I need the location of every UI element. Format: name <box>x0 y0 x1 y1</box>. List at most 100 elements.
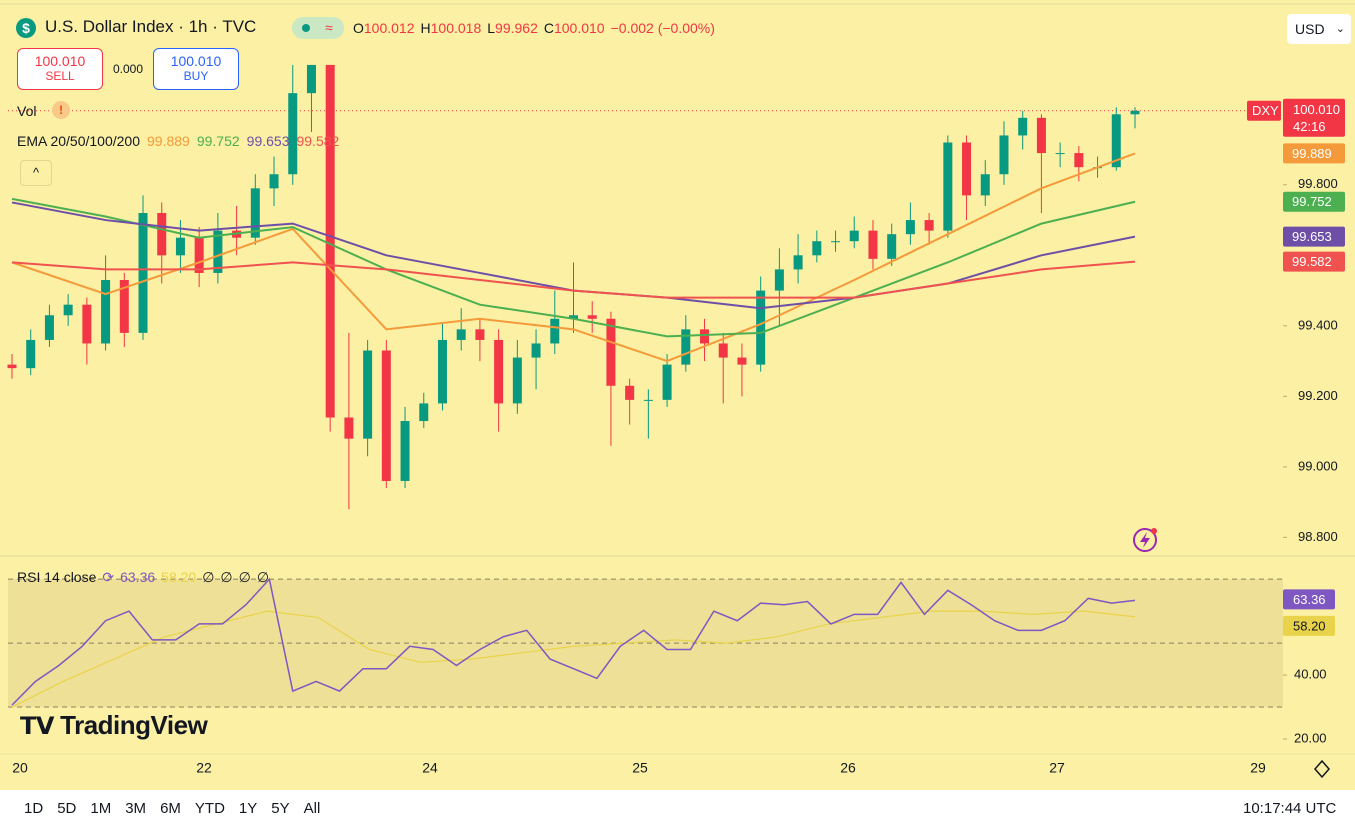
candle-body <box>456 329 466 340</box>
alert-dot <box>1151 528 1157 534</box>
ema-legend: EMA 20/50/100/200 99.889 99.752 99.653 99.58… <box>17 133 346 149</box>
last-price-label: 100.010 <box>1293 102 1340 117</box>
candle-body <box>531 343 541 358</box>
candle-body <box>363 350 373 439</box>
brand-name: TradingView <box>60 710 208 740</box>
range-button[interactable]: All <box>303 800 321 817</box>
ema-value: 99.752 <box>196 133 240 149</box>
rsi-legend: RSI 14 close ⟳ 63.36 58.20 ∅ ∅ ∅ ∅ <box>17 569 275 586</box>
candle-body <box>831 241 841 243</box>
x-tick-label: 29 <box>1250 760 1266 776</box>
candle-body <box>381 350 391 481</box>
x-tick-label: 22 <box>196 760 212 776</box>
ohlc-value: 100.012 <box>363 20 415 36</box>
candle-body <box>213 230 223 273</box>
candle-body <box>344 417 354 439</box>
rsi-label: RSI 14 close <box>17 569 97 585</box>
candle-body <box>82 304 92 344</box>
candle-body <box>887 234 897 259</box>
candle-body <box>681 329 691 365</box>
ema-price-box <box>1283 143 1345 164</box>
candle-body <box>943 142 953 231</box>
status-icons: ≈ <box>302 20 333 36</box>
rsi-line <box>11 610 1136 708</box>
candle-body <box>737 357 747 365</box>
range-button[interactable]: 6M <box>160 800 181 817</box>
rsi-extra: ∅ <box>202 569 215 585</box>
countdown: 42:16 <box>1293 119 1326 134</box>
ohlc-value: 100.018 <box>430 20 482 36</box>
buy-label: BUY <box>183 69 209 83</box>
x-tick-label: 25 <box>632 760 648 776</box>
ema-price-label: 99.582 <box>1292 254 1332 269</box>
range-buttons: 1D 5D 1M 3M 6M YTD 1Y 5Y All <box>24 800 334 817</box>
candle-body <box>288 93 298 175</box>
footer-bar <box>0 790 1355 818</box>
symbol-box <box>1247 100 1281 121</box>
ohlc-change: −0.002 (−0.00%) <box>610 20 715 36</box>
market-status[interactable]: ≈ <box>292 17 344 39</box>
y-tick-label: 99.800 <box>1298 176 1338 191</box>
settings-icon[interactable] <box>1314 759 1330 779</box>
ema-value: 99.582 <box>296 133 340 149</box>
candle-body <box>774 269 784 291</box>
candle-body <box>849 230 859 242</box>
candle-body <box>868 230 878 259</box>
candle-body <box>138 213 148 333</box>
x-tick-label: 20 <box>12 760 28 776</box>
currency-select[interactable]: USD ⌄ <box>1287 14 1351 44</box>
clock: 10:17:44 UTC <box>1243 800 1337 817</box>
sell-label: SELL <box>45 69 75 83</box>
candle-body <box>475 329 485 340</box>
symbol-icon: $ <box>16 18 36 38</box>
ema-label: EMA 20/50/100/200 <box>17 133 140 149</box>
ohlc-value: 99.962 <box>495 20 538 36</box>
ohlc-key: C <box>543 20 554 36</box>
candle-body <box>419 403 429 422</box>
ohlc-key: O <box>353 20 364 36</box>
candle-body <box>662 364 672 400</box>
spread: 0.000 <box>113 62 144 76</box>
range-button[interactable]: 1M <box>90 800 112 817</box>
range-button[interactable]: YTD <box>194 800 225 817</box>
candle-body <box>306 64 316 94</box>
rsi-reload[interactable]: ⟳ <box>102 569 115 585</box>
rsi-extra: ∅ <box>220 569 233 585</box>
rsi-value-box <box>1283 615 1335 636</box>
candle-body <box>550 318 560 344</box>
ema-line <box>11 152 1136 363</box>
vol-warning[interactable]: ! <box>52 101 70 119</box>
alert-icon[interactable] <box>1133 528 1157 552</box>
collapse-button[interactable]: ^ <box>20 160 52 186</box>
symbol-title[interactable]: U.S. Dollar Index · 1h · TVC <box>45 17 257 36</box>
brand-logo[interactable]: 𝗧𝗩 TradingView <box>20 710 208 740</box>
rsi-extra: ∅ <box>238 569 251 585</box>
candle-body <box>700 329 710 344</box>
candle-body <box>494 339 504 404</box>
range-button[interactable]: 5Y <box>271 800 290 817</box>
range-button[interactable]: 3M <box>125 800 147 817</box>
ema-price-label: 99.653 <box>1292 229 1332 244</box>
rsi-tick-label: 40.00 <box>1294 667 1327 682</box>
ohlc-key: L <box>487 20 496 36</box>
range-button[interactable]: 5D <box>57 800 77 817</box>
candle-body <box>1055 153 1065 155</box>
range-button[interactable]: 1Y <box>238 800 258 817</box>
rsi-value: 63.36 <box>120 569 156 585</box>
sell-button[interactable]: 100.010 SELL <box>17 48 103 90</box>
candle-body <box>962 142 972 196</box>
ema-line <box>11 197 1136 338</box>
rsi-tick-label: 20.00 <box>1294 730 1327 745</box>
candle-body <box>7 364 17 369</box>
candle-body <box>175 237 185 256</box>
y-tick-label: 99.000 <box>1298 458 1338 473</box>
buy-button[interactable]: 100.010 BUY <box>153 48 239 90</box>
range-button[interactable]: 1D <box>24 800 44 817</box>
candle-body <box>325 64 335 418</box>
candle-body <box>606 318 616 386</box>
symbol-label: DXY <box>1252 103 1279 118</box>
ema-price-box <box>1283 226 1345 247</box>
candle-body <box>250 188 260 238</box>
y-tick-label: 99.400 <box>1298 317 1338 332</box>
